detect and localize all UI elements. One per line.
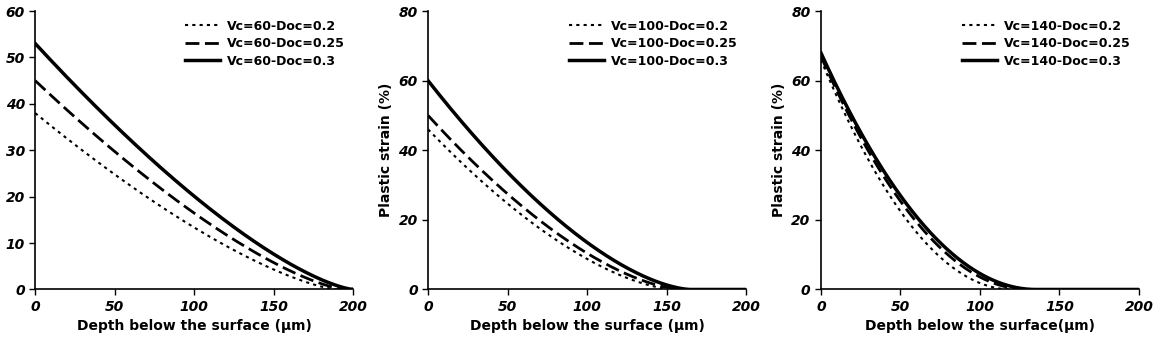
Vc=100-Doc=0.25 [557,237,571,241]
Vc=140-Doc=0.3 [930,237,943,241]
Vc=100-Doc=0.25 [630,277,644,281]
Vc=140-Doc=0.2 [838,112,852,116]
Vc=100-Doc=0.25 [676,287,690,292]
Vc=60-Doc=0.2 [347,287,360,292]
Line: Vc=60-Doc=0.25: Vc=60-Doc=0.25 [35,81,353,290]
Vc=60-Doc=0.2 [185,224,199,228]
Vc=100-Doc=0.3 [421,79,435,83]
Vc=60-Doc=0.25 [338,287,352,292]
Vc=60-Doc=0.3 [28,41,42,45]
Vc=60-Doc=0.3 [347,287,360,292]
Y-axis label: Plastic strain (%): Plastic strain (%) [772,83,786,217]
Vc=60-Doc=0.25 [28,79,42,83]
Vc=60-Doc=0.25 [347,287,360,292]
Vc=140-Doc=0.3 [841,106,855,111]
Line: Vc=100-Doc=0.3: Vc=100-Doc=0.3 [428,81,746,290]
Vc=100-Doc=0.2 [625,278,639,282]
Vc=140-Doc=0.3 [926,233,940,237]
Vc=140-Doc=0.2 [984,285,998,289]
Vc=140-Doc=0.3 [1029,287,1043,292]
X-axis label: Depth below the surface(μm): Depth below the surface(μm) [865,319,1095,334]
Vc=60-Doc=0.3 [194,200,207,204]
Vc=140-Doc=0.2 [1005,287,1019,292]
Vc=100-Doc=0.3 [562,226,576,231]
Vc=140-Doc=0.2 [917,238,931,242]
Line: Vc=60-Doc=0.3: Vc=60-Doc=0.3 [35,43,353,290]
Vc=60-Doc=0.2 [28,111,42,115]
Vc=100-Doc=0.25 [581,252,595,256]
Line: Vc=140-Doc=0.2: Vc=140-Doc=0.2 [821,60,1139,290]
Vc=100-Doc=0.3 [739,287,753,292]
Vc=60-Doc=0.3 [291,266,305,270]
Vc=100-Doc=0.25 [739,287,753,292]
Vc=140-Doc=0.2 [971,280,985,284]
Vc=140-Doc=0.25 [921,234,935,238]
Vc=100-Doc=0.3 [655,281,669,285]
Vc=60-Doc=0.25 [67,114,81,118]
Line: Vc=140-Doc=0.25: Vc=140-Doc=0.25 [821,56,1139,290]
Vc=100-Doc=0.3 [557,223,571,227]
Vc=140-Doc=0.25 [814,54,828,58]
Vc=60-Doc=0.25 [195,216,209,220]
Vc=140-Doc=0.25 [1021,287,1035,292]
Vc=60-Doc=0.2 [190,227,204,232]
Vc=140-Doc=0.3 [1006,285,1020,289]
Vc=100-Doc=0.25 [648,282,662,286]
Vc=140-Doc=0.25 [925,237,939,241]
Vc=140-Doc=0.2 [1132,287,1146,292]
Line: Vc=140-Doc=0.3: Vc=140-Doc=0.3 [821,53,1139,290]
X-axis label: Depth below the surface (μm): Depth below the surface (μm) [469,319,705,334]
X-axis label: Depth below the surface (μm): Depth below the surface (μm) [76,319,312,334]
Vc=100-Doc=0.2 [668,287,681,292]
Vc=100-Doc=0.2 [739,287,753,292]
Vc=60-Doc=0.3 [312,277,326,281]
Vc=100-Doc=0.2 [641,283,655,287]
Y-axis label: Plastic strain (%): Plastic strain (%) [379,83,393,217]
Vc=140-Doc=0.25 [840,109,854,113]
Vc=140-Doc=0.3 [1132,287,1146,292]
Vc=140-Doc=0.2 [913,235,927,239]
Vc=140-Doc=0.25 [1132,287,1146,292]
Legend: Vc=100-Doc=0.2, Vc=100-Doc=0.25, Vc=100-Doc=0.3: Vc=100-Doc=0.2, Vc=100-Doc=0.25, Vc=100-… [567,17,739,70]
Vc=60-Doc=0.3 [68,83,82,87]
Vc=100-Doc=0.2 [452,158,466,162]
Vc=60-Doc=0.2 [218,243,232,247]
Vc=140-Doc=0.3 [949,255,963,259]
Vc=100-Doc=0.2 [421,127,435,132]
Vc=60-Doc=0.25 [284,269,298,273]
Vc=60-Doc=0.25 [190,213,204,217]
Vc=100-Doc=0.2 [576,255,590,259]
Vc=60-Doc=0.25 [224,235,238,239]
Line: Vc=100-Doc=0.25: Vc=100-Doc=0.25 [428,116,746,290]
Vc=100-Doc=0.3 [454,119,468,123]
Vc=140-Doc=0.25 [998,285,1012,289]
Vc=100-Doc=0.3 [684,287,698,292]
Vc=100-Doc=0.3 [586,245,600,249]
Vc=140-Doc=0.25 [984,280,998,284]
Vc=140-Doc=0.25 [945,255,958,259]
Vc=100-Doc=0.25 [554,234,568,238]
Vc=140-Doc=0.3 [814,51,828,55]
Vc=60-Doc=0.3 [347,287,360,292]
Legend: Vc=60-Doc=0.2, Vc=60-Doc=0.25, Vc=60-Doc=0.3: Vc=60-Doc=0.2, Vc=60-Doc=0.25, Vc=60-Doc… [183,17,347,70]
Vc=60-Doc=0.2 [330,287,344,292]
Vc=100-Doc=0.2 [553,241,567,245]
Vc=100-Doc=0.2 [549,238,563,242]
Vc=100-Doc=0.3 [637,275,651,279]
Vc=140-Doc=0.2 [814,58,828,62]
Vc=100-Doc=0.25 [421,114,435,118]
Line: Vc=60-Doc=0.2: Vc=60-Doc=0.2 [35,113,353,290]
Vc=140-Doc=0.2 [934,256,948,260]
Vc=60-Doc=0.3 [228,226,242,230]
Line: Vc=100-Doc=0.2: Vc=100-Doc=0.2 [428,129,746,290]
Vc=60-Doc=0.3 [199,204,213,208]
Vc=60-Doc=0.2 [66,141,80,145]
Legend: Vc=140-Doc=0.2, Vc=140-Doc=0.25, Vc=140-Doc=0.3: Vc=140-Doc=0.2, Vc=140-Doc=0.25, Vc=140-… [960,17,1132,70]
Vc=60-Doc=0.25 [305,278,319,282]
Vc=100-Doc=0.25 [453,147,467,151]
Vc=60-Doc=0.2 [298,280,312,284]
Vc=140-Doc=0.3 [991,280,1005,284]
Vc=60-Doc=0.2 [277,272,291,276]
